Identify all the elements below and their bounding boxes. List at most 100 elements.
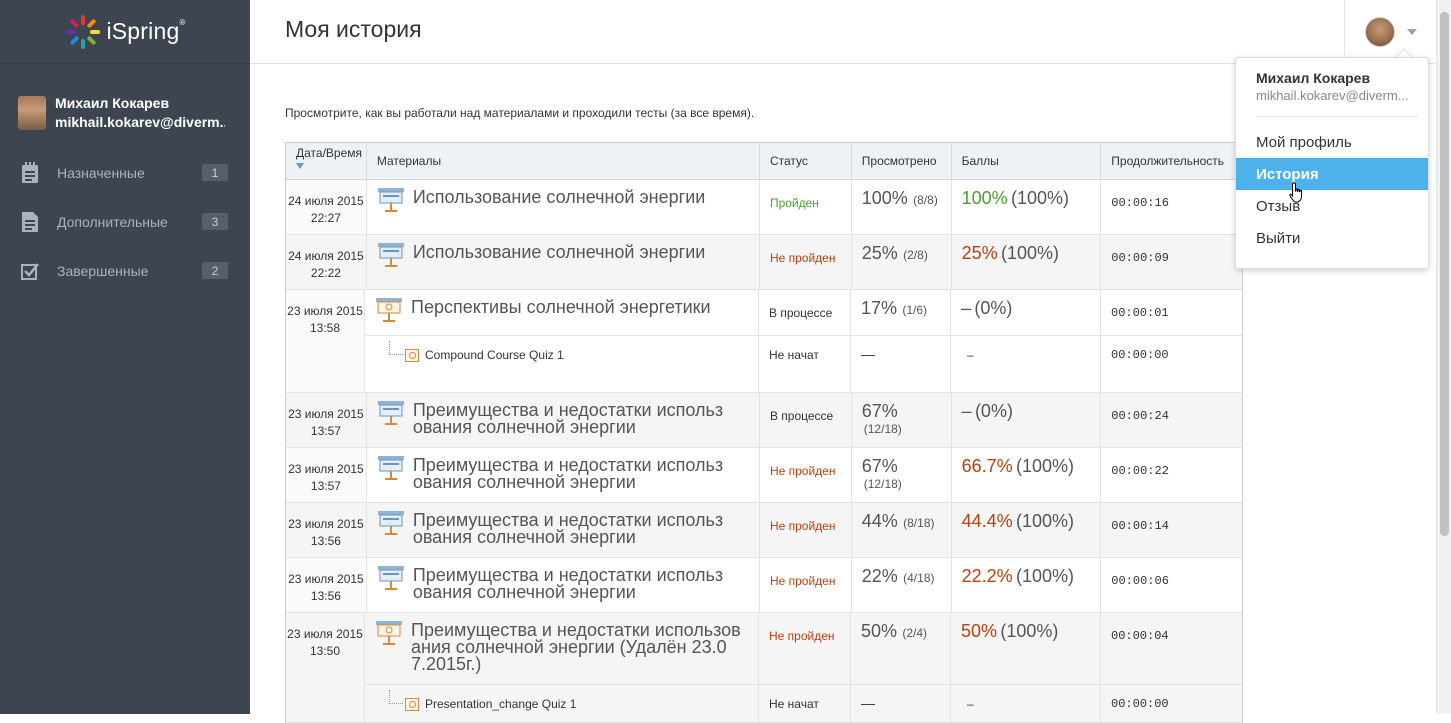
viewed-cell: — (851, 685, 951, 722)
score-cell: – (0%) (952, 393, 1102, 447)
column-header-status[interactable]: Статус (760, 143, 852, 179)
intro-text: Просмотрите, как вы работали над материа… (285, 106, 755, 120)
dropdown-user-email: mikhail.kokarev@diverm... (1256, 88, 1409, 103)
scrollbar-thumb[interactable] (1440, 12, 1449, 536)
title-line: Преимущества и недостатки использов (411, 620, 741, 640)
table-row[interactable]: 24 июля 2015 22:22 Использование солнечно… (286, 235, 1242, 290)
column-header-label: Дата/Время (296, 146, 363, 160)
table-row[interactable]: 23 июля 2015 13:57 Преимущества и недоста… (286, 393, 1242, 448)
sub-material-link[interactable]: Compound Course Quiz 1 (425, 348, 564, 362)
sidebar: iSpring® Михаил Кокарев mikhail.kokarev@… (0, 0, 250, 714)
viewed-percent: 50% (861, 621, 898, 641)
sidebar-item-completed[interactable]: Завершенные 2 (0, 246, 250, 295)
time-text: 13:57 (310, 479, 341, 493)
sidebar-user-email: mikhail.kokarev@diverm... (55, 114, 225, 130)
date-text: 23 июля 2015 (287, 304, 363, 318)
table-row[interactable]: 24 июля 2015 22:27 Использование солнечно… (286, 180, 1242, 235)
checkbox-icon (20, 260, 40, 282)
status-badge: В процессе (760, 393, 852, 447)
viewed-cell: — (851, 336, 951, 392)
material-cell: Перспективы солнечной энергетики (365, 290, 759, 335)
count-badge: 3 (202, 213, 228, 230)
sub-row[interactable]: Presentation_change Quiz 1 Не начат — – … (365, 685, 1242, 722)
table-header: Дата/Время Материалы Статус Просмотрено … (286, 143, 1242, 180)
presentation-icon (377, 187, 405, 213)
viewed-fraction: (8/8) (913, 193, 938, 207)
status-badge: Не пройден (760, 503, 852, 557)
column-header-materials[interactable]: Материалы (367, 143, 760, 179)
menu-item-feedback[interactable]: Отзыв (1256, 197, 1301, 215)
viewed-cell: 100% (8/8) (852, 180, 952, 234)
column-header-score[interactable]: Баллы (952, 143, 1102, 179)
viewed-cell: 44% (8/18) (852, 503, 952, 557)
course-icon (375, 297, 403, 323)
time-text: 13:58 (309, 321, 341, 335)
score-total: (0%) (974, 401, 1013, 421)
score-percent: – (961, 298, 972, 318)
table-row[interactable]: 23 июля 2015 13:58 Перспективы солнечной … (286, 290, 1242, 393)
sub-material-cell: Presentation_change Quiz 1 (365, 685, 759, 722)
date-cell: 23 июля 2015 13:57 (286, 393, 367, 447)
time-text: 13:50 (309, 644, 341, 658)
title-line: Преимущества и недостатки использ (412, 565, 724, 585)
score-cell: 44.4% (100%) (952, 503, 1102, 557)
duration-cell: 00:00:00 (1111, 697, 1169, 711)
app-logo[interactable]: iSpring® (64, 13, 185, 51)
user-menu-button[interactable] (1344, 0, 1436, 64)
menu-item-logout[interactable]: Выйти (1256, 229, 1301, 247)
course-row: Перспективы солнечной энергетики В проце… (365, 290, 1242, 336)
table-row[interactable]: 23 июля 2015 13:50 Преимущества и недоста… (286, 613, 1242, 723)
date-cell: 24 июля 2015 22:22 (286, 235, 367, 289)
sub-material-link[interactable]: Presentation_change Quiz 1 (425, 697, 577, 711)
status-badge: Не начат (759, 685, 851, 722)
menu-item-history[interactable]: История (1236, 158, 1428, 190)
table-row[interactable]: 23 июля 2015 13:56 Преимущества и недоста… (286, 503, 1242, 558)
sub-material: Compound Course Quiz 1 (365, 336, 564, 362)
viewed-percent: 67% (861, 401, 898, 421)
column-header-duration[interactable]: Продолжительность (1101, 143, 1242, 179)
user-dropdown-menu: Михаил Кокарев mikhail.kokarev@diverm...… (1235, 57, 1429, 269)
material-link[interactable]: Использование солнечной энергии (412, 242, 706, 262)
column-header-date[interactable]: Дата/Время (286, 143, 367, 179)
score-percent: 25% (961, 243, 998, 263)
presentation-icon (377, 510, 405, 536)
page-scrollbar[interactable] (1436, 0, 1451, 714)
table-row[interactable]: 23 июля 2015 13:57 Преимущества и недоста… (286, 448, 1242, 503)
score-cell: – (0%) (951, 290, 1101, 335)
menu-item-profile[interactable]: Мой профиль (1256, 133, 1352, 151)
date-text: 23 июля 2015 (288, 517, 364, 531)
table-row[interactable]: 23 июля 2015 13:56 Преимущества и недоста… (286, 558, 1242, 613)
score-percent: – (961, 401, 972, 421)
title-line: Преимущества и недостатки использ (412, 510, 724, 530)
tree-connector (389, 341, 403, 355)
sidebar-user[interactable]: Михаил Кокарев mikhail.kokarev@diverm... (0, 64, 250, 142)
column-header-viewed[interactable]: Просмотрено (852, 143, 952, 179)
title-line: ования солнечной энергии (412, 527, 636, 547)
presentation-icon (377, 242, 405, 268)
date-cell: 23 июля 2015 13:56 (286, 503, 367, 557)
viewed-cell: 67% (12/18) (852, 393, 952, 447)
chevron-down-icon (1407, 29, 1417, 35)
sub-row[interactable]: Compound Course Quiz 1 Не начат — – 00:0… (365, 336, 1242, 392)
date-cell: 23 июля 2015 13:56 (286, 558, 367, 612)
sidebar-item-additional[interactable]: Дополнительные 3 (0, 197, 250, 246)
material-link[interactable]: Использование солнечной энергии (412, 187, 706, 207)
score-percent: 22.2% (961, 566, 1013, 586)
viewed-percent: 100% (861, 188, 908, 208)
quiz-icon (405, 348, 419, 362)
title-line: ования солнечной энергии (412, 472, 636, 492)
course-group: Преимущества и недостатки использов ания … (365, 613, 1242, 722)
material-link[interactable]: Перспективы солнечной энергетики (411, 297, 711, 317)
sidebar-item-assigned[interactable]: Назначенные 1 (0, 148, 250, 197)
title-line: ания солнечной энергии (Удалён 23.0 (411, 637, 727, 657)
duration-cell: 00:00:16 (1111, 196, 1169, 210)
score-total: (100%) (1015, 511, 1074, 531)
